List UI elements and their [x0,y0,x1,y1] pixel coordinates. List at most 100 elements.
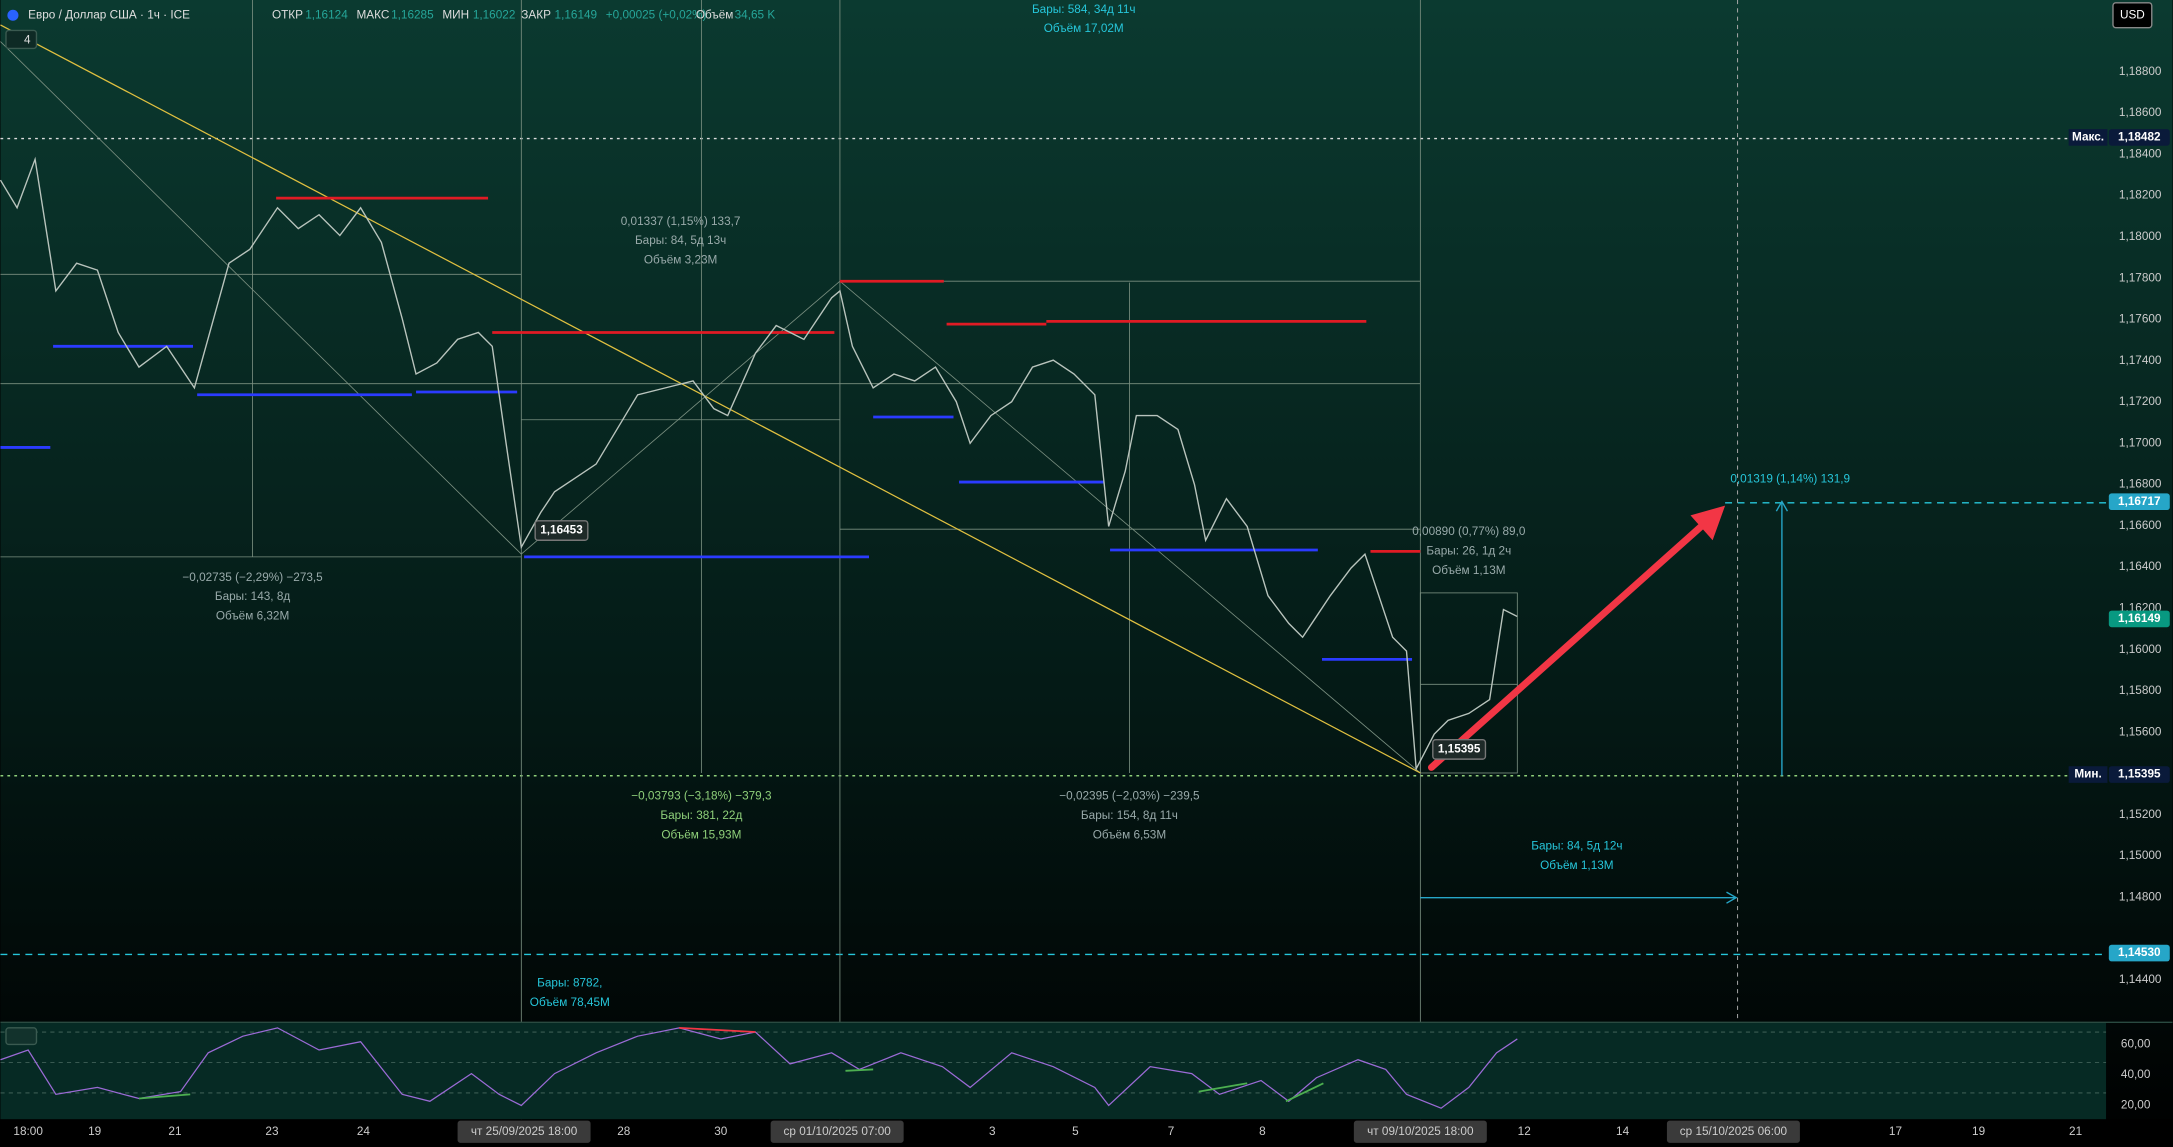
measure-label: −0,02735 (−2,29%) −273,5 [182,571,323,584]
ohlc-value: 1,16149 [555,8,598,21]
price-tick-label: 1,17600 [2119,313,2162,326]
volume-value: 34,65 K [735,8,776,21]
price-tag-label: Макс. [2072,131,2104,144]
rsi-tick-label: 20,00 [2121,1099,2151,1112]
measure-label: Бары: 26, 1д 2ч [1426,544,1511,557]
measure-label: Объём 15,93M [661,828,741,841]
point-label-bg [1432,739,1487,760]
currency-button[interactable] [2112,2,2153,29]
price-tag-label-bg [2068,766,2108,783]
indicators-toggle[interactable] [5,29,38,50]
measure-label: Объём 78,45M [530,996,610,1009]
ohlc-label: ОТКР [272,8,303,21]
measure-label: 0,01337 (1,15%) 133,7 [621,215,741,228]
symbol-icon [7,9,19,21]
time-tick-label: 5 [1072,1125,1079,1138]
time-tick-label: 18:00 [13,1125,43,1138]
time-tick-label: 23 [265,1125,279,1138]
price-tag [2108,493,2170,511]
measure-label: −0,03793 (−3,18%) −379,3 [631,790,772,803]
ohlc-value: 1,16022 [473,8,516,21]
price-tag-value: 1,18482 [2118,131,2161,144]
price-tag-label-bg [2068,129,2108,146]
time-tick-label: ср 15/10/2025 06:00 [1680,1125,1788,1138]
time-cursor-box [1666,1120,1800,1143]
measure-label: Бары: 84, 5д 13ч [635,234,726,247]
price-tick-label: 1,16400 [2119,560,2162,573]
price-tick-label: 1,16000 [2119,643,2162,656]
price-tick-label: 1,15200 [2119,808,2162,821]
time-cursor-box [1353,1120,1487,1143]
price-tick-label: 1,18000 [2119,230,2162,243]
time-tick-label: чт 09/10/2025 18:00 [1367,1125,1474,1138]
price-tick-label: 1,17000 [2119,436,2162,449]
measure-label: Объём 6,53M [1093,828,1166,841]
price-tag [2108,610,2170,628]
time-cursor-box [770,1120,904,1143]
price-tick-label: 1,18600 [2119,106,2162,119]
price-tick-label: 1,14400 [2119,973,2162,986]
symbol-name: Евро / Доллар США · 1ч · ICE [28,8,190,21]
price-tick-label: 1,16600 [2119,519,2162,532]
price-tick-label: 1,18400 [2119,147,2162,160]
price-tag-value: 1,16717 [2118,495,2161,508]
price-tick-label: 1,15000 [2119,849,2162,862]
time-tick-label: 30 [714,1125,728,1138]
time-tick-label: 17 [1889,1125,1902,1138]
measure-label: Бары: 143, 8д [215,590,291,603]
price-tag-label: Мин. [2074,768,2101,781]
rsi-tick-label: 40,00 [2121,1068,2151,1081]
ohlc-value: 1,16285 [391,8,434,21]
drawings [0,0,2107,1120]
time-tick-label: ср 01/10/2025 07:00 [784,1125,892,1138]
price-tick-label: 1,15800 [2119,684,2162,697]
time-tick-label: 28 [617,1125,631,1138]
time-cursor-box [457,1120,591,1143]
price-tag-value: 1,16149 [2118,612,2161,625]
price-tick-label: 1,18800 [2119,65,2162,78]
measure-label: −0,02395 (−2,03%) −239,5 [1059,790,1200,803]
time-tick-label: 3 [989,1125,996,1138]
ohlc-label: ЗАКР [521,8,551,21]
indicators-count: 4 [24,33,31,46]
point-label: 1,16453 [540,524,583,537]
price-tick-label: 1,17800 [2119,271,2162,284]
measure-label: Бары: 381, 22д [660,809,742,822]
measure-label: Объём 3,23M [644,254,717,267]
measure-label: Объём 6,32M [216,610,289,623]
measure-label: Бары: 154, 8д 11ч [1081,809,1178,822]
currency: USD [2120,8,2145,21]
ohlc-value: 1,16124 [305,8,348,21]
measure-label: Бары: 84, 5д 12ч [1531,840,1622,853]
price-tick-label: 1,14800 [2119,890,2162,903]
price-tag [2108,766,2170,783]
price-tick-label: 1,15600 [2119,725,2162,738]
measure-label: Объём 17,02M [1044,22,1124,35]
point-label: 1,15395 [1438,743,1481,756]
point-label-bg [534,520,589,541]
volume-label: Объём [696,8,733,21]
measure-label: Бары: 8782, [537,977,602,990]
measure-label: Объём 1,13M [1432,564,1505,577]
measure-label: 0,00890 (0,77%) 89,0 [1412,525,1526,538]
time-axis-bg [0,1119,2173,1147]
ohlc-label: МАКС [356,8,389,21]
time-tick-label: 8 [1259,1125,1266,1138]
price-tick-label: 1,17200 [2119,395,2162,408]
price-tick-label: 1,18200 [2119,189,2162,202]
measure-label: Объём 1,13M [1540,859,1613,872]
price-tick-label: 1,17400 [2119,354,2162,367]
price-tag-value: 1,14530 [2118,946,2161,959]
price-tick-label: 1,16800 [2119,478,2162,491]
time-tick-label: 21 [2069,1125,2082,1138]
time-tick-label: 19 [1972,1125,1985,1138]
time-tick-label: 24 [357,1125,371,1138]
time-tick-label: 14 [1616,1125,1630,1138]
rsi-tick-label: 60,00 [2121,1038,2151,1051]
time-tick-label: 7 [1168,1125,1175,1138]
price-tag-value: 1,15395 [2118,768,2161,781]
time-tick-label: чт 25/09/2025 18:00 [471,1125,578,1138]
change: +0,00025 (+0,02%) [606,8,707,21]
